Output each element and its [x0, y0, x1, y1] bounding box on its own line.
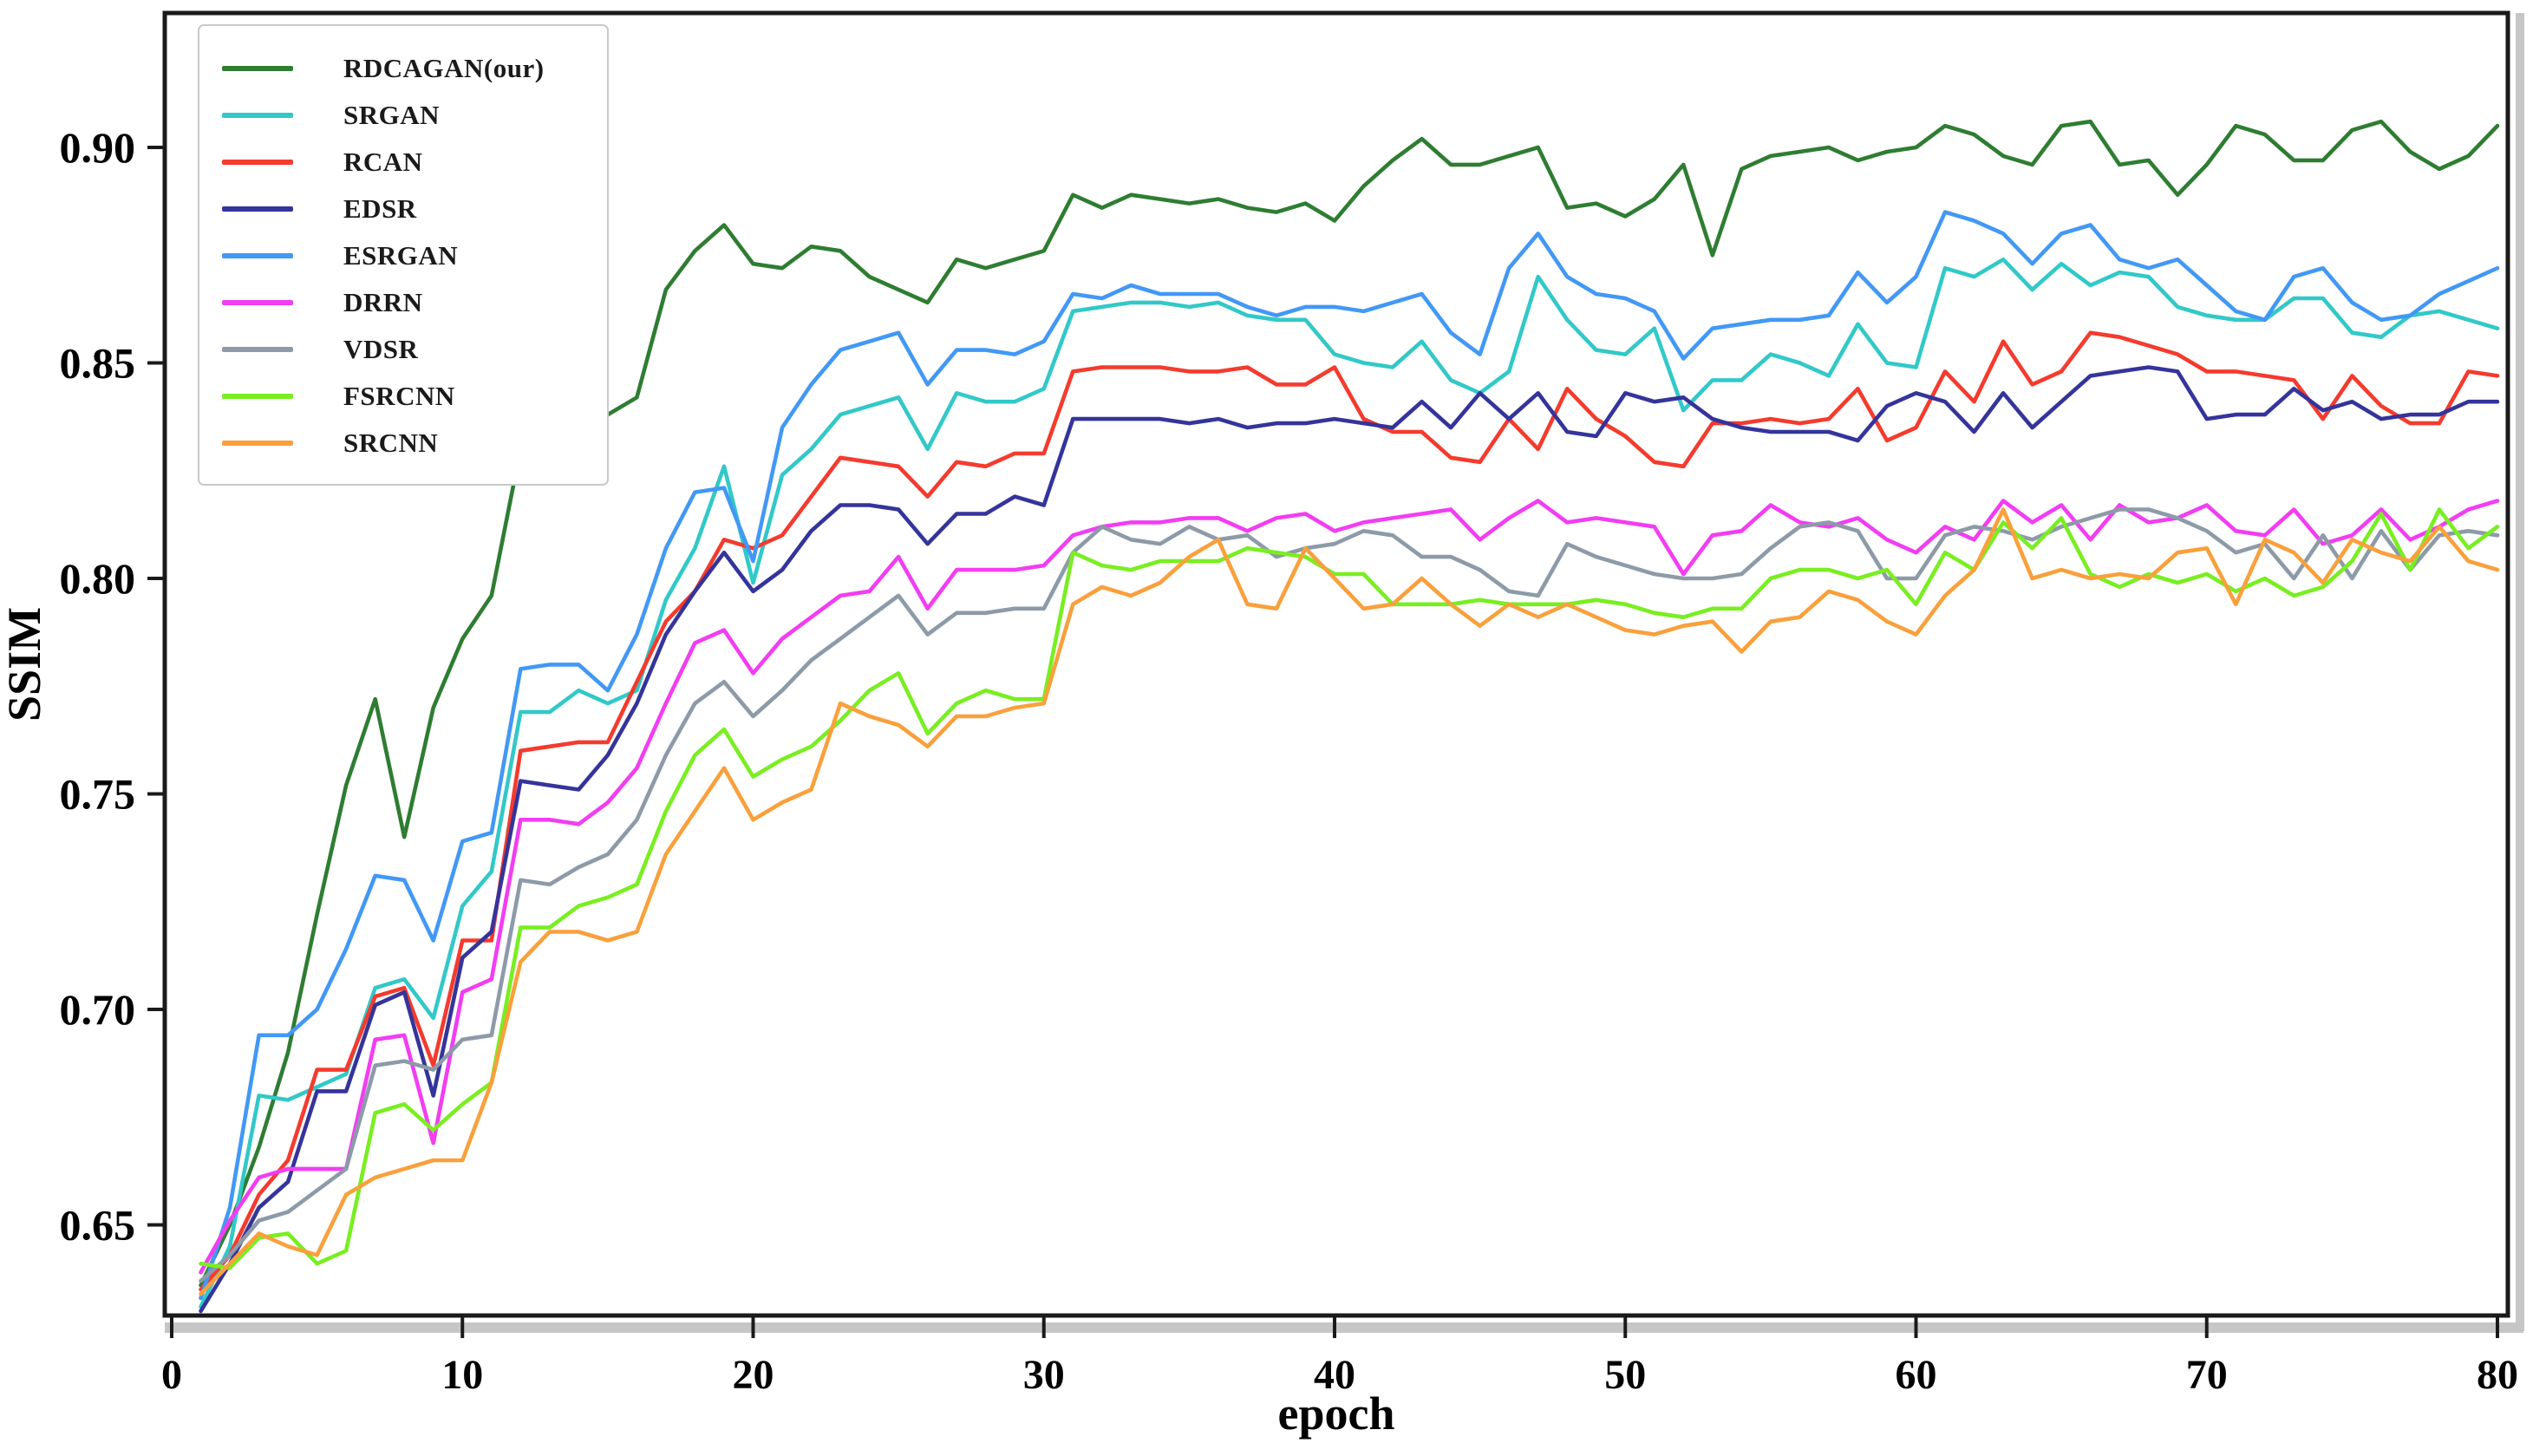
legend-line-swatch-rcan [222, 160, 293, 165]
x-tick-label: 30 [1023, 1352, 1065, 1398]
x-tick-label: 60 [1896, 1352, 1937, 1398]
legend-line-swatch-esrgan [222, 253, 293, 258]
y-tick-label: 0.85 [60, 339, 136, 388]
legend-line-swatch-rdcagan-our- [222, 66, 293, 71]
series-line-vdsr [199, 507, 2500, 1283]
legend-line-swatch-edsr [222, 206, 293, 212]
legend-item-rcan: RCAN [199, 139, 607, 186]
x-axis-title: epoch [1278, 1387, 1395, 1440]
legend-label-drrn: DRRN [343, 287, 423, 317]
series-line-edsr [199, 365, 2500, 1314]
y-tick-label: 0.90 [60, 123, 136, 172]
legend-item-rdcagan-our-: RDCAGAN(our) [199, 45, 607, 92]
x-tick-label: 70 [2186, 1352, 2228, 1398]
legend-item-srgan: SRGAN [199, 92, 607, 139]
legend-line-swatch-vdsr [222, 347, 293, 352]
legend-item-fsrcnn: FSRCNN [199, 373, 607, 420]
y-tick-label: 0.75 [60, 770, 136, 819]
legend-line-swatch-drrn [222, 300, 293, 305]
legend-label-srgan: SRGAN [343, 100, 441, 130]
legend-line-swatch-fsrcnn [222, 394, 293, 399]
legend-label-rcan: RCAN [343, 147, 423, 177]
legend-label-rdcagan-our-: RDCAGAN(our) [343, 53, 545, 83]
legend-label-vdsr: VDSR [343, 334, 419, 364]
legend-item-vdsr: VDSR [199, 326, 607, 373]
y-tick-label: 0.80 [60, 554, 136, 603]
x-tick-label: 20 [733, 1352, 774, 1398]
legend-item-edsr: EDSR [199, 186, 607, 232]
x-tick-label: 0 [161, 1352, 182, 1398]
legend-line-swatch-srcnn [222, 441, 293, 446]
series-line-drrn [199, 499, 2500, 1275]
legend-label-esrgan: ESRGAN [343, 240, 459, 271]
legend-item-drrn: DRRN [199, 279, 607, 326]
legend-label-edsr: EDSR [343, 193, 417, 224]
y-tick-label: 0.70 [60, 985, 136, 1034]
y-axis-title: SSIM [0, 607, 50, 721]
y-tick-label: 0.65 [60, 1201, 136, 1250]
x-tick-label: 50 [1604, 1352, 1646, 1398]
chart-legend: RDCAGAN(our) SRGAN RCAN EDSR ESRGAN DRRN VDSR F… [198, 24, 609, 486]
x-tick-label: 80 [2477, 1352, 2518, 1398]
legend-line-swatch-srgan [222, 113, 293, 118]
legend-label-srcnn: SRCNN [343, 428, 439, 458]
series-line-rcan [199, 330, 2500, 1292]
series-line-srgan [199, 257, 2500, 1309]
legend-item-esrgan: ESRGAN [199, 232, 607, 279]
series-line-fsrcnn [199, 507, 2500, 1270]
series-line-esrgan [199, 210, 2500, 1301]
legend-item-srcnn: SRCNN [199, 420, 607, 467]
series-line-srcnn [199, 507, 2500, 1296]
x-tick-label: 10 [441, 1352, 483, 1398]
legend-label-fsrcnn: FSRCNN [343, 381, 455, 411]
x-tick-label: 40 [1314, 1352, 1355, 1398]
